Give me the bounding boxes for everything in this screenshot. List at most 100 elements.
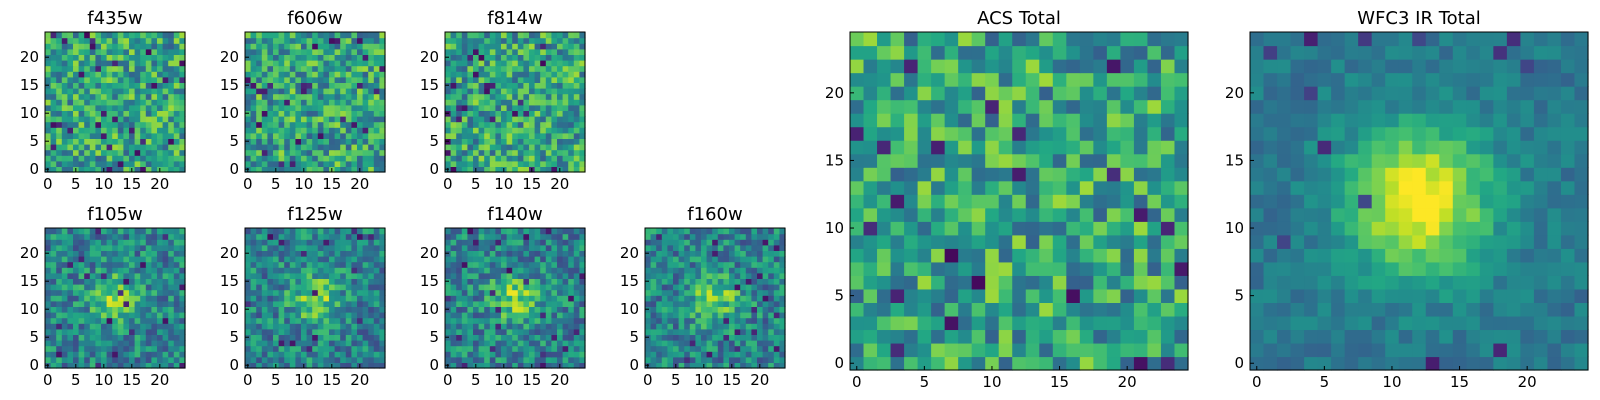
heatmap-cell <box>1093 315 1108 331</box>
heatmap-cell <box>123 82 130 89</box>
heatmap-cell <box>289 104 296 111</box>
heatmap-cell <box>50 166 57 173</box>
heatmap-cell <box>712 295 719 302</box>
heatmap-cell <box>712 284 719 291</box>
panel-title: f140w <box>487 204 542 225</box>
heatmap-cell <box>501 127 508 134</box>
heatmap-cell <box>484 76 491 83</box>
heatmap-cell <box>1079 126 1094 141</box>
heatmap-cell <box>1133 302 1149 317</box>
heatmap-cell <box>523 362 530 369</box>
heatmap-cell <box>1120 126 1135 141</box>
heatmap-cell <box>1079 167 1094 182</box>
heatmap-cell <box>106 328 113 335</box>
heatmap-cell <box>751 340 758 347</box>
heatmap-cell <box>656 295 663 302</box>
heatmap-cell <box>267 93 274 100</box>
heatmap-cell <box>656 272 663 279</box>
heatmap-cell <box>461 32 468 39</box>
heatmap-cell <box>495 306 502 313</box>
heatmap-cell <box>368 121 375 128</box>
heatmap-cell <box>329 334 336 341</box>
heatmap-cell <box>151 121 158 128</box>
heatmap-cell <box>317 317 324 324</box>
heatmap-cell <box>701 351 708 358</box>
heatmap-cell <box>1093 126 1108 141</box>
heatmap-cell <box>745 284 752 291</box>
heatmap-cell <box>706 312 713 319</box>
heatmap-cell <box>501 71 508 78</box>
heatmap-cell <box>779 300 786 307</box>
heatmap-cell <box>734 356 741 363</box>
heatmap-cell <box>863 275 878 290</box>
heatmap-cell <box>157 256 164 263</box>
heatmap-cell <box>740 256 747 263</box>
heatmap-cell <box>289 60 296 67</box>
heatmap-cell <box>568 244 575 251</box>
heatmap-cell <box>695 295 702 302</box>
heatmap-cell <box>351 334 358 341</box>
heatmap-cell <box>250 138 257 145</box>
heatmap-cell <box>740 345 747 352</box>
heatmap-cell <box>495 127 502 134</box>
heatmap-cell <box>56 340 63 347</box>
heatmap-cell <box>379 362 386 369</box>
heatmap-cell <box>495 239 502 246</box>
heatmap-cell <box>101 104 108 111</box>
heatmap-cell <box>512 300 519 307</box>
heatmap-cell <box>245 104 252 111</box>
heatmap-cell <box>489 43 496 50</box>
heatmap-cell <box>645 256 652 263</box>
heatmap-cell <box>168 138 175 145</box>
heatmap-cell <box>512 155 519 162</box>
heatmap-cell <box>1133 329 1149 344</box>
heatmap-cell <box>1066 356 1081 371</box>
heatmap-cell <box>329 121 336 128</box>
heatmap-cell <box>512 132 519 139</box>
heatmap-cell <box>779 267 786 274</box>
heatmap-cell <box>1052 180 1067 195</box>
heatmap-cell <box>379 82 386 89</box>
heatmap-cell <box>540 43 547 50</box>
heatmap-cell <box>971 140 986 155</box>
heatmap-cell <box>95 295 102 302</box>
heatmap-cell <box>689 300 696 307</box>
heatmap-cell <box>345 272 352 279</box>
heatmap-cell <box>334 317 341 324</box>
heatmap-cell <box>773 345 780 352</box>
heatmap-cell <box>306 239 313 246</box>
heatmap-cell <box>985 261 1000 276</box>
heatmap-cell <box>863 221 878 236</box>
heatmap-cell <box>151 323 158 330</box>
heatmap-cell <box>357 132 364 139</box>
heatmap-cell <box>323 351 330 358</box>
heatmap-cell <box>717 295 724 302</box>
heatmap-cell <box>373 233 380 240</box>
heatmap-cell <box>323 228 330 235</box>
heatmap-cell <box>512 278 519 285</box>
heatmap-cell <box>450 261 457 268</box>
heatmap-cell <box>95 132 102 139</box>
heatmap-cell <box>484 54 491 61</box>
heatmap-cell <box>84 334 91 341</box>
heatmap-cell <box>162 76 169 83</box>
heatmap-cell <box>362 289 369 296</box>
heatmap-cell <box>173 256 180 263</box>
heatmap-cell <box>140 351 147 358</box>
heatmap-cell <box>473 284 480 291</box>
heatmap-cell <box>295 76 302 83</box>
heatmap-cell <box>512 317 519 324</box>
heatmap-cell <box>1079 248 1094 263</box>
heatmap-cell <box>123 116 130 123</box>
heatmap-cell <box>267 149 274 156</box>
heatmap-cell <box>267 289 274 296</box>
heatmap-cell <box>45 43 52 50</box>
heatmap-cell <box>173 144 180 151</box>
heatmap-cell <box>645 289 652 296</box>
heatmap-cell <box>84 43 91 50</box>
heatmap-cell <box>573 272 580 279</box>
heatmap-cell <box>351 138 358 145</box>
heatmap-cell <box>67 116 74 123</box>
heatmap-cell <box>173 71 180 78</box>
heatmap-cell <box>478 244 485 251</box>
